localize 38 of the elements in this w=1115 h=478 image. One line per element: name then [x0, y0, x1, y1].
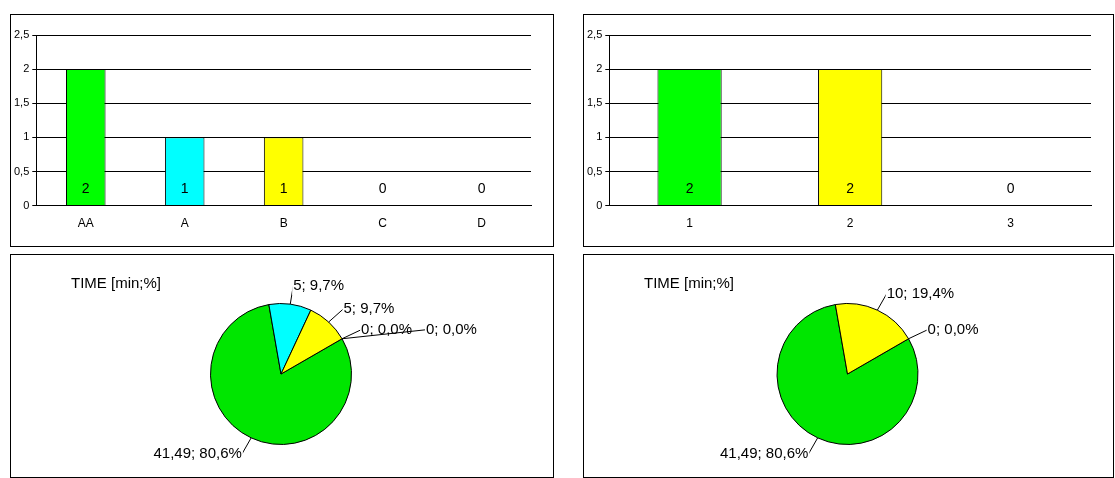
x-tick-label: 2: [846, 216, 854, 231]
y-tick-label: 2,5: [13, 28, 30, 41]
data-label: 41,49; 80,6%: [719, 444, 809, 462]
x-tick-label: AA: [77, 216, 94, 231]
data-label: 0: [477, 180, 486, 197]
y-tick-label: 2,5: [586, 28, 603, 41]
data-label: 1: [279, 180, 288, 197]
x-tick-label: 3: [1007, 216, 1015, 231]
y-tick-label: 0: [596, 198, 603, 211]
y-tick-label: 1: [596, 130, 603, 143]
x-tick-label: C: [378, 216, 388, 231]
data-label: 2: [81, 180, 90, 197]
y-tick-label: 2: [596, 62, 603, 75]
y-tick-label: 1,5: [586, 96, 603, 109]
data-label: 2: [846, 180, 855, 197]
data-label: 1: [180, 180, 189, 197]
x-tick-label: B: [279, 216, 288, 231]
data-label: 41,49; 80,6%: [153, 444, 242, 462]
y-tick-label: 2: [23, 62, 30, 75]
x-tick-label: D: [477, 216, 487, 231]
data-label: 0: [378, 180, 387, 197]
text: 0; 0,0%: [361, 319, 412, 337]
x-tick-label: A: [180, 216, 189, 231]
text: 0; 0,0%: [425, 319, 477, 337]
data-label: 2: [685, 180, 694, 197]
data-label: 0: [1006, 180, 1015, 197]
chart-title: TIME [min;%]: [644, 274, 735, 292]
y-tick-label: 0: [23, 198, 30, 211]
data-label: 5; 9,7%: [293, 276, 345, 294]
x-tick-label: 1: [686, 216, 694, 231]
y-tick-label: 1: [23, 130, 30, 143]
chart-title: TIME [min;%]: [71, 274, 162, 292]
data-label: 10; 19,4%: [886, 283, 955, 301]
data-label: 5; 9,7%: [343, 298, 395, 316]
y-tick-label: 0,5: [586, 164, 603, 177]
y-tick-label: 1,5: [13, 96, 30, 109]
y-tick-label: 0,5: [13, 164, 30, 177]
text: 0; 0,0%: [927, 319, 979, 337]
